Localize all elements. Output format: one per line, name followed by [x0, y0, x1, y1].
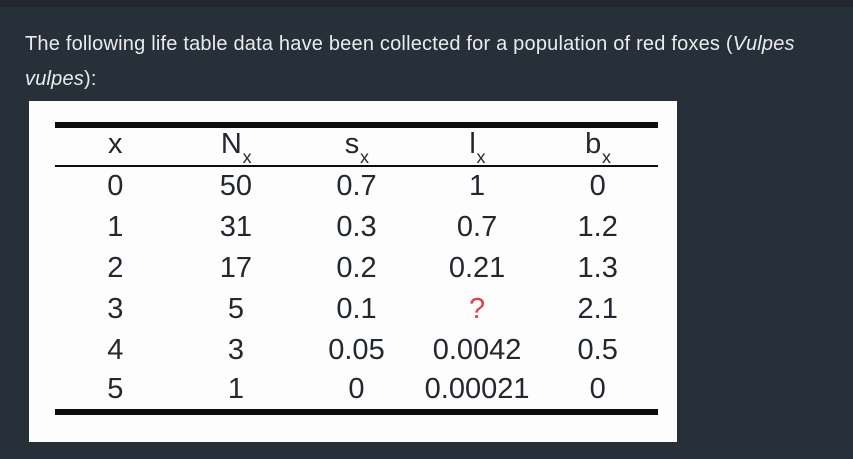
- species-name-italic-cont: vulpes: [25, 68, 85, 90]
- table-cell: 0: [589, 170, 606, 203]
- col-header-lx: lx: [416, 125, 538, 167]
- question-line2-suffix: ):: [84, 68, 97, 90]
- table-cell: 3: [227, 333, 244, 366]
- question-text-line-1: The following life table data have been …: [25, 27, 795, 62]
- life-table-figure: x Nx sx lx bx 0 50 0.7 1 0 1 31 0.3 0.7 …: [29, 101, 677, 442]
- table-cell: 0: [107, 170, 124, 203]
- table-cell: 5: [107, 373, 124, 406]
- table-row: 3 5 0.1 ? 2.1: [55, 289, 658, 330]
- table-cell: 0.21: [448, 251, 506, 284]
- top-bar: [0, 0, 853, 7]
- table-cell: 2.1: [577, 292, 618, 325]
- table-cell: 0.5: [577, 333, 618, 366]
- col-header-x: x: [55, 125, 176, 167]
- table-cell: 0.3: [336, 210, 377, 243]
- table-row: 0 50 0.7 1 0: [55, 166, 658, 207]
- table-cell: 50: [219, 170, 253, 203]
- table-row: 5 1 0 0.00021 0: [55, 371, 658, 412]
- question-text-line-2: vulpes):: [25, 62, 795, 97]
- table-cell: 0.1: [336, 292, 377, 325]
- table-cell: 1.3: [577, 251, 618, 284]
- species-name-italic: Vulpes: [732, 33, 795, 55]
- table-cell: 0.7: [336, 170, 377, 203]
- table-cell: 1: [107, 210, 124, 243]
- question-text: The following life table data have been …: [25, 27, 795, 97]
- table-row: 1 31 0.3 0.7 1.2: [55, 207, 658, 248]
- table-cell: 5: [227, 292, 244, 325]
- table-cell: 3: [107, 292, 124, 325]
- life-table: x Nx sx lx bx 0 50 0.7 1 0 1 31 0.3 0.7 …: [55, 122, 658, 415]
- table-cell: 17: [219, 251, 253, 284]
- table-cell: 0: [589, 373, 606, 406]
- table-cell: 1.2: [577, 210, 618, 243]
- table-cell: 0.7: [456, 210, 498, 243]
- table-cell: 1: [469, 170, 486, 203]
- table-row: 4 3 0.05 0.0042 0.5: [55, 330, 658, 371]
- col-header-sx: sx: [296, 125, 417, 167]
- table-cell: 1: [227, 373, 244, 406]
- table-cell: 0.05: [328, 333, 385, 366]
- table-header-row: x Nx sx lx bx: [55, 125, 658, 167]
- table-cell: 2: [107, 251, 124, 284]
- table-row: 2 17 0.2 0.21 1.3: [55, 248, 658, 289]
- table-cell: 4: [107, 333, 124, 366]
- question-line1-prefix: The following life table data have been …: [25, 33, 733, 55]
- missing-value-cell: ?: [469, 292, 486, 325]
- table-cell: 0.2: [336, 251, 377, 284]
- table-cell: 0.0042: [432, 333, 522, 366]
- col-header-bx: bx: [537, 125, 658, 167]
- table-cell: 0: [348, 373, 365, 406]
- col-header-Nx: Nx: [175, 125, 297, 167]
- table-cell: 0.00021: [424, 373, 530, 406]
- table-cell: 31: [219, 210, 253, 243]
